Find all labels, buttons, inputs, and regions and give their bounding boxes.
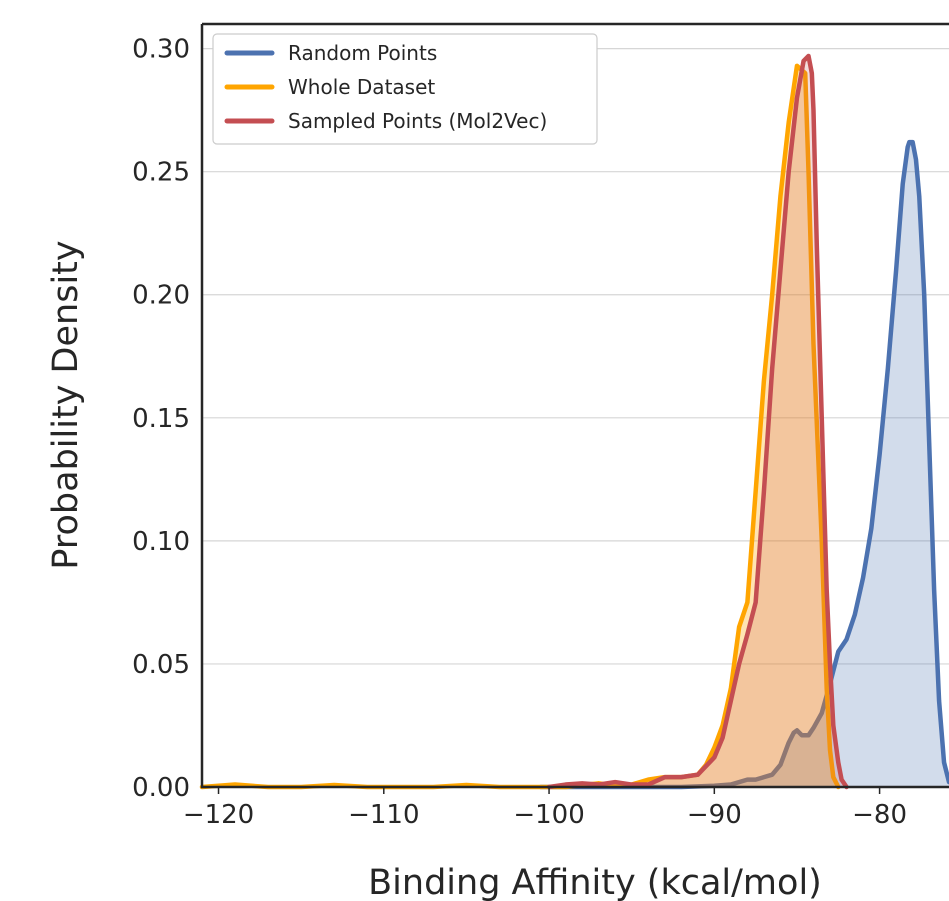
y-tick-label: 0.15 (132, 404, 190, 434)
y-tick-label: 0.30 (132, 35, 190, 65)
y-tick-label: 0.10 (132, 527, 190, 557)
legend-label: Whole Dataset (288, 75, 435, 99)
series-sampled-points-mol2vec (546, 53, 849, 790)
series-area-random-points (540, 142, 949, 787)
legend-label: Sampled Points (Mol2Vec) (288, 109, 547, 133)
x-tick-label: −100 (513, 800, 584, 830)
y-axis-title: Probability Density (46, 240, 86, 569)
y-tick-label: 0.25 (132, 158, 190, 188)
plot-frame (200, 22, 949, 789)
y-tick-label: 0.05 (132, 650, 190, 680)
series-area-whole-dataset (202, 65, 839, 788)
x-tick-label: −120 (183, 800, 254, 830)
y-tick-label: 0.20 (132, 281, 190, 311)
axes-spines (200, 22, 949, 789)
legend: Random Points Whole Dataset Sampled Points… (212, 33, 598, 145)
x-axis-title: Binding Affinity (kcal/mol) (368, 863, 822, 901)
legend-box (212, 33, 598, 145)
x-tick-label: −110 (348, 800, 419, 830)
x-axis-ticks: −120 −110 −100 −90 −80 (183, 787, 907, 830)
x-tick-label: −90 (687, 800, 742, 830)
x-tick-label: −80 (852, 800, 907, 830)
series-random-points (538, 139, 949, 790)
y-axis-ticks: 0.00 0.05 0.10 0.15 0.20 0.25 0.30 (132, 35, 190, 803)
legend-label: Random Points (288, 41, 437, 65)
series-layer (199, 53, 949, 790)
series-line-sampled-points-mol2vec (546, 53, 849, 790)
y-tick-label: 0.00 (132, 773, 190, 803)
series-area-sampled-points-mol2vec (549, 56, 847, 787)
series-line-random-points (538, 139, 949, 790)
